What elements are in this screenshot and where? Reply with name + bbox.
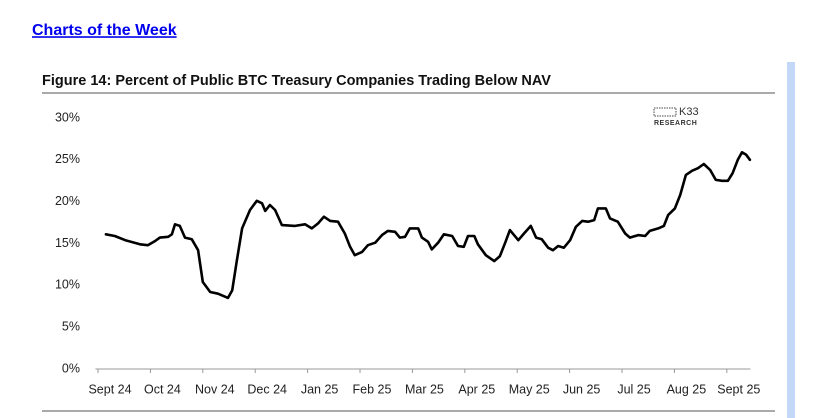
y-tick-label: 25%	[55, 152, 80, 166]
y-tick-label: 5%	[62, 319, 80, 333]
x-tick-label: Apr 25	[458, 382, 495, 396]
x-tick-label: Nov 24	[195, 382, 235, 396]
x-tick-label: Sept 25	[717, 382, 760, 396]
x-tick-label: Oct 24	[144, 382, 181, 396]
x-tick-label: Mar 25	[405, 382, 444, 396]
logo-mark	[653, 107, 677, 117]
y-tick-label: 0%	[62, 361, 80, 375]
link[interactable]: Charts of the Week	[32, 22, 177, 39]
x-tick-label: Aug 25	[667, 382, 707, 396]
logo: K33 RESEARCH	[653, 106, 699, 127]
y-tick-label: 15%	[55, 236, 80, 250]
x-tick-label: Sept 24	[88, 382, 131, 396]
y-tick-label: 30%	[55, 110, 80, 124]
logo-name: K33	[679, 106, 699, 118]
y-tick-label: 20%	[55, 194, 80, 208]
x-tick-label: Dec 24	[247, 382, 287, 396]
chart-title: Figure 14: Percent of Public BTC Treasur…	[42, 73, 551, 89]
x-tick-label: Feb 25	[353, 382, 392, 396]
x-tick-label: Jul 25	[617, 382, 650, 396]
x-tick-label: May 25	[509, 382, 550, 396]
line	[104, 151, 752, 300]
scroll-bar	[787, 62, 795, 418]
y-tick-label: 10%	[55, 278, 80, 292]
logo-sub: RESEARCH	[654, 120, 697, 127]
x-tick-label: Jan 25	[301, 382, 339, 396]
x-tick-label: Jun 25	[563, 382, 601, 396]
